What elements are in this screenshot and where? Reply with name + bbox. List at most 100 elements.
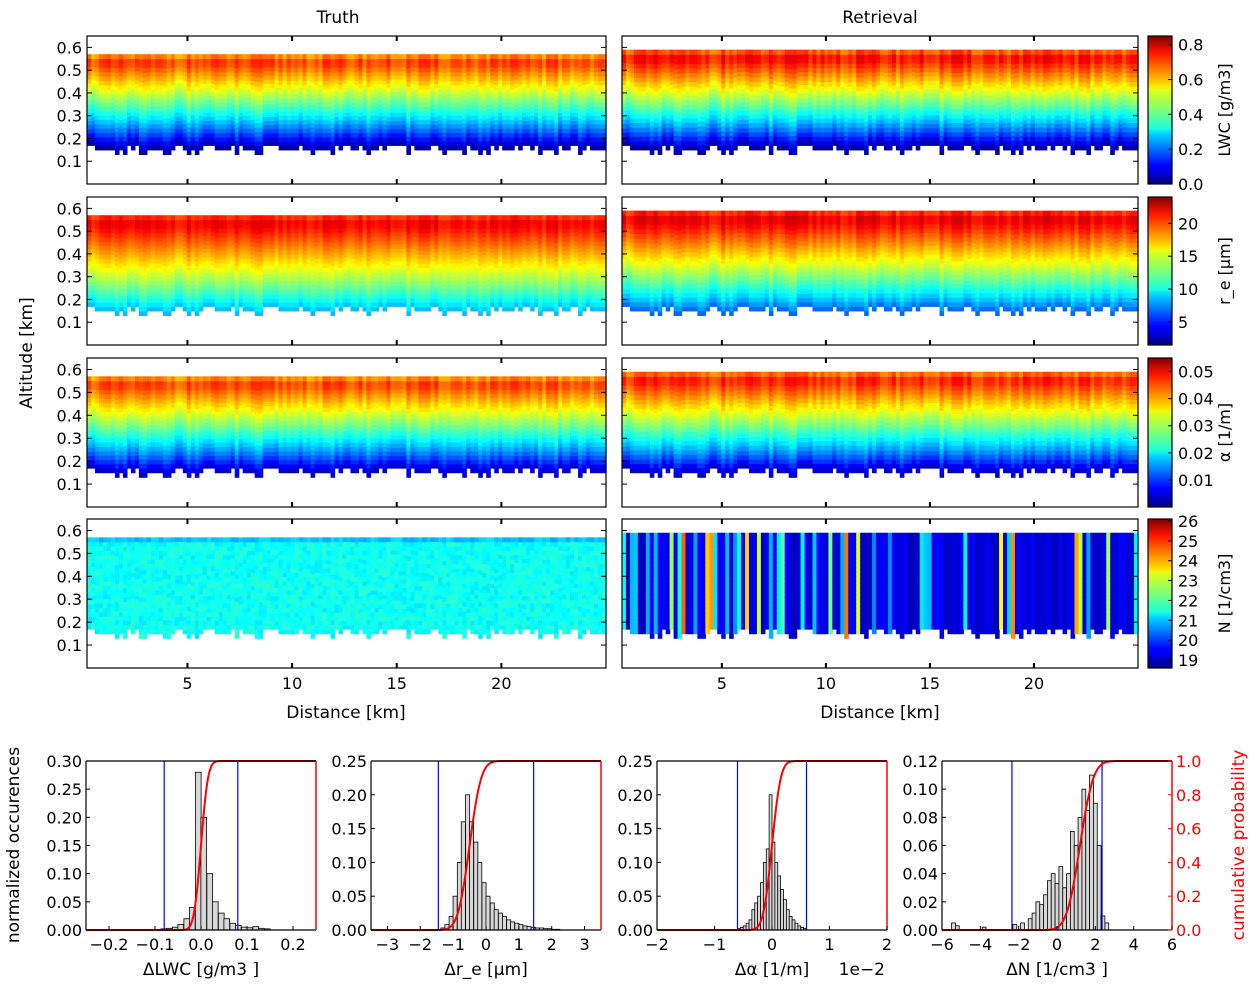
heat-cell [566, 141, 571, 146]
heat-cell [315, 54, 320, 59]
heat-cell [470, 102, 475, 107]
heat-cell [987, 132, 992, 137]
heat-cell [590, 72, 595, 77]
heat-cell [721, 69, 726, 74]
heat-cell [151, 115, 156, 120]
heat-cell [904, 95, 909, 100]
heat-cell [975, 69, 980, 74]
heat-cell [323, 93, 328, 98]
heat-cell [904, 77, 909, 82]
heat-cell [111, 76, 116, 81]
heat-cell [299, 87, 304, 92]
heat-cell [566, 76, 571, 81]
heat-cell [995, 145, 1000, 150]
heat-cell [689, 54, 694, 59]
heat-cell [538, 91, 543, 96]
heat-cell [458, 80, 463, 85]
heat-cell [622, 102, 627, 107]
heat-cell [638, 54, 643, 59]
heat-cell [382, 111, 387, 116]
heat-cell [518, 124, 523, 129]
heat-cell [127, 96, 132, 101]
heat-cell [801, 128, 806, 133]
heat-cell [159, 106, 164, 111]
heat-cell [91, 137, 96, 142]
heat-cell [717, 136, 722, 141]
heat-cell [594, 141, 599, 146]
heat-cell [438, 85, 443, 90]
heat-cell [963, 63, 968, 68]
heat-cell [725, 113, 730, 118]
heat-cell [422, 54, 427, 59]
heat-cell [582, 106, 587, 111]
heat-cell [175, 71, 180, 76]
heat-cell [594, 59, 599, 64]
heat-cell [95, 119, 100, 124]
heat-cell [582, 63, 587, 68]
heat-cell [410, 83, 415, 88]
heat-cell [438, 128, 443, 133]
heat-cell [801, 89, 806, 94]
heat-cell [999, 89, 1004, 94]
heat-cell [550, 106, 555, 111]
heat-cell [713, 58, 718, 63]
heat-cell [650, 83, 655, 88]
heat-cell [462, 141, 467, 146]
heat-cell [888, 132, 893, 137]
heat-cell [638, 109, 643, 114]
heat-cell [729, 150, 734, 155]
heat-cell [319, 141, 324, 146]
heat-cell [920, 93, 925, 98]
heat-cell [235, 59, 240, 64]
heat-cell [991, 123, 996, 128]
heat-cell [705, 127, 710, 132]
heat-cell [860, 59, 865, 64]
heat-cell [682, 59, 687, 64]
heat-cell [219, 59, 224, 64]
heat-cell [658, 73, 663, 78]
heat-cell [335, 116, 340, 121]
heat-cell [95, 141, 100, 146]
heat-cell [836, 68, 841, 73]
heat-cell [239, 112, 244, 117]
heat-cell [422, 76, 427, 81]
heat-cell [223, 115, 228, 120]
heat-cell [880, 76, 885, 81]
heat-cell [809, 111, 814, 116]
heat-cell [239, 125, 244, 130]
heat-cell [139, 82, 144, 87]
heat-cell [674, 93, 679, 98]
heat-cell [251, 85, 256, 90]
heat-cell [454, 89, 459, 94]
heat-cell [574, 141, 579, 146]
heat-cell [183, 54, 188, 59]
heat-cell [951, 136, 956, 141]
heat-cell [223, 76, 228, 81]
heat-cell [809, 63, 814, 68]
heat-cell [91, 129, 96, 134]
heat-cell [844, 150, 849, 155]
heat-cell [362, 72, 367, 77]
heat-cell [215, 146, 220, 151]
heat-cell [963, 80, 968, 85]
heat-cell [900, 135, 905, 140]
heat-cell [987, 86, 992, 91]
heat-cell [203, 91, 208, 96]
heat-cell [741, 71, 746, 76]
heat-cell [231, 137, 236, 142]
heat-cell [498, 79, 503, 84]
heat-cell [87, 58, 92, 63]
heat-cell [912, 102, 917, 107]
heat-cell [872, 82, 877, 87]
heat-cell [570, 125, 575, 130]
heat-cell [666, 72, 671, 77]
heat-cell [446, 59, 451, 64]
heat-cell [828, 109, 833, 114]
heat-cell [848, 54, 853, 59]
heat-cell [147, 137, 152, 142]
heat-cell [171, 89, 176, 94]
heat-cell [506, 63, 511, 68]
heat-cell [757, 141, 762, 146]
heat-cell [578, 132, 583, 137]
heat-cell [91, 133, 96, 138]
